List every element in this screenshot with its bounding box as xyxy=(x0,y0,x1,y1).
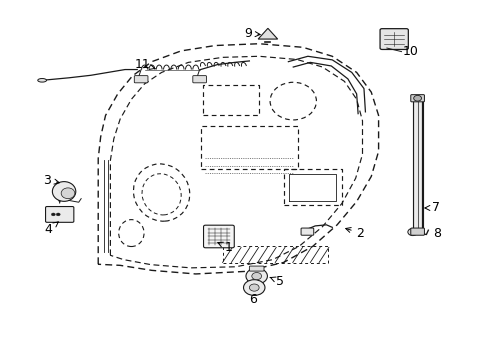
FancyBboxPatch shape xyxy=(301,228,313,235)
FancyBboxPatch shape xyxy=(379,29,407,49)
Text: 10: 10 xyxy=(402,45,417,58)
FancyBboxPatch shape xyxy=(134,76,148,83)
Text: 2: 2 xyxy=(345,226,364,239)
FancyBboxPatch shape xyxy=(192,76,206,83)
Text: 4: 4 xyxy=(44,222,58,236)
FancyBboxPatch shape xyxy=(410,228,424,235)
Ellipse shape xyxy=(38,78,46,82)
Circle shape xyxy=(251,273,261,280)
FancyBboxPatch shape xyxy=(45,207,74,222)
FancyBboxPatch shape xyxy=(203,225,234,248)
Circle shape xyxy=(249,284,259,291)
Circle shape xyxy=(56,213,60,216)
Text: 3: 3 xyxy=(43,174,59,186)
Circle shape xyxy=(407,228,417,235)
Text: 8: 8 xyxy=(432,226,440,239)
Circle shape xyxy=(243,280,264,296)
FancyBboxPatch shape xyxy=(410,95,424,102)
FancyBboxPatch shape xyxy=(249,266,264,271)
Text: 6: 6 xyxy=(249,293,257,306)
Text: 9: 9 xyxy=(244,27,260,40)
Circle shape xyxy=(413,95,421,101)
Text: 1: 1 xyxy=(217,241,232,254)
Circle shape xyxy=(51,213,55,216)
Text: 11: 11 xyxy=(134,58,155,71)
Ellipse shape xyxy=(52,181,76,201)
Circle shape xyxy=(245,268,267,284)
Text: 5: 5 xyxy=(269,275,283,288)
Polygon shape xyxy=(258,28,277,39)
Text: 7: 7 xyxy=(424,202,439,215)
Ellipse shape xyxy=(61,188,75,199)
